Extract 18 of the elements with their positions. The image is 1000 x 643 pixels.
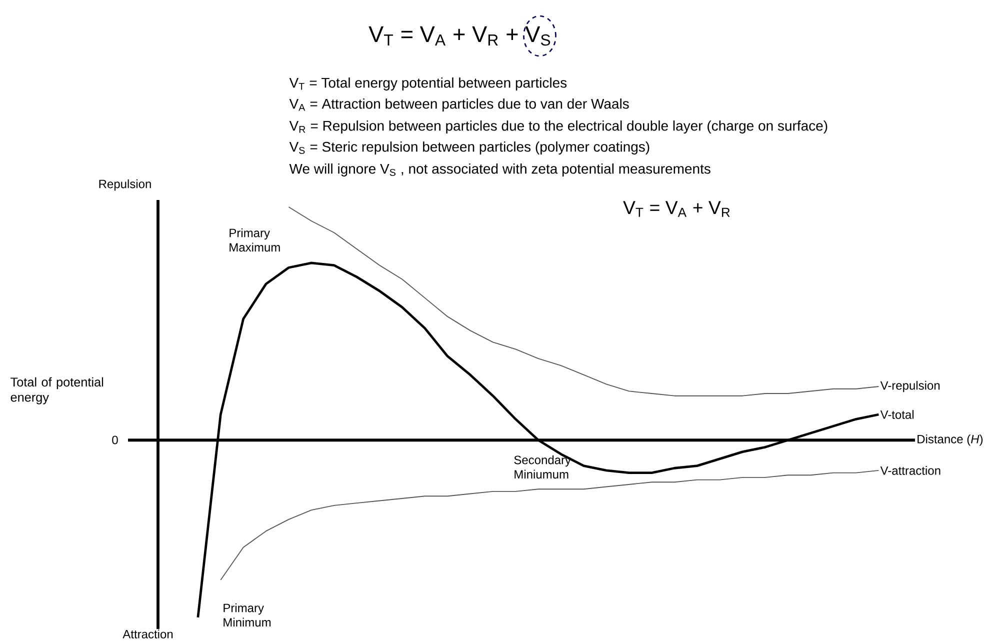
text: Repulsion	[99, 179, 151, 191]
text: Total of potential energy	[10, 377, 104, 404]
series-label: V-attraction	[880, 466, 940, 475]
annotation: V$_{T}$ = V$_{A}$ + V$_{R}$	[623, 201, 730, 217]
annotation: Primary Minimum	[224, 603, 271, 627]
annotation: Secondary Miniumum	[514, 455, 572, 479]
text: Attraction	[122, 630, 173, 638]
text: 0	[112, 436, 118, 444]
text: V$_{S}$ = Steric repulsion between particles (polymer coatings)	[289, 141, 650, 155]
series-label: V-repulsion	[880, 380, 940, 392]
text: V$_{A}$ = Attraction between particles due to van der Waals	[289, 98, 629, 112]
x-axis-title: Distance (H)	[918, 434, 983, 446]
text: V$_{T}$ = Total energy potential between particles	[289, 77, 567, 91]
text: We will ignore V$_{S}$ , not associated with zeta potential measurements	[289, 163, 710, 177]
annotation: Primary Maximum	[230, 228, 280, 252]
text: V$_{R}$ = Repulsion between particles due to the electrical double layer (charge on surface)	[289, 120, 828, 134]
series-label: V-total	[880, 410, 914, 419]
chart-title: V$_{T}$ = V$_{A}$ + V$_{R}$ + V$_{S}$	[368, 26, 550, 46]
